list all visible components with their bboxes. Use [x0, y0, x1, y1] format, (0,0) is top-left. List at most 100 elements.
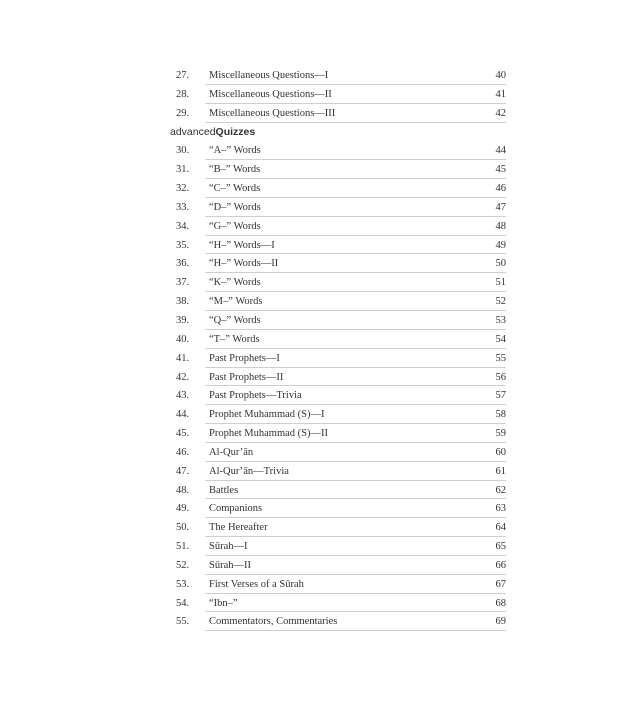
entry-title: First Verses of a Sūrah	[209, 578, 304, 590]
section-entries: 30. “A–” Words 44 31. “B–” Words 45 32. “C–” Wo…	[170, 141, 507, 632]
entry-number: 36.	[176, 258, 190, 270]
entry-page: 51	[495, 277, 507, 289]
entry-page: 53	[495, 314, 507, 326]
entry-title: The Hereafter	[209, 522, 268, 534]
entry-divider	[205, 630, 506, 632]
entry-divider	[205, 404, 506, 406]
section-before: 27. Miscellaneous Questions—I 40 28. Miscell…	[170, 66, 506, 123]
entry-page: 55	[495, 352, 507, 364]
entry-title: “C–” Words	[209, 183, 261, 195]
entry-number: 39.	[176, 314, 190, 326]
entry-title: “A–” Words	[209, 145, 261, 157]
entry-number: 54.	[176, 597, 190, 609]
entry-title: “Q–” Words	[209, 314, 261, 326]
entry-number: 33.	[176, 201, 190, 213]
entry-page: 61	[495, 465, 507, 477]
entry-divider	[205, 215, 506, 217]
entry-title: Companions	[209, 503, 263, 515]
toc-entry: 47. Al-Qur’ān—Trivia 61	[170, 462, 506, 481]
toc-entry: 48. Battles 62	[170, 481, 506, 500]
entry-title: “T–” Words	[209, 333, 260, 345]
entry-divider	[205, 517, 506, 519]
entry-number: 51.	[176, 541, 190, 553]
toc-entry: 31. “B–” Words 45	[170, 160, 507, 180]
table-of-contents: 27. Miscellaneous Questions—I 40 28. Miscell…	[170, 66, 507, 632]
toc-entry: 38. “M–” Words 52	[170, 292, 506, 311]
entry-divider	[205, 423, 506, 425]
entry-page: 65	[495, 541, 507, 553]
toc-entry: 54. “Ibn–” 68	[170, 594, 506, 613]
entry-title: “B–” Words	[209, 164, 261, 176]
toc-entry: 49. Companions 63	[170, 499, 507, 519]
entry-title: “K–” Words	[209, 277, 261, 289]
entry-divider	[205, 196, 506, 198]
entry-divider	[205, 328, 506, 330]
entry-divider	[205, 178, 506, 180]
heading-prefix: advanced	[170, 125, 216, 138]
toc-entry: 41. Past Prophets—I 55	[170, 349, 506, 368]
entry-title: Miscellaneous Questions—III	[209, 107, 336, 119]
entry-page: 49	[495, 239, 507, 251]
entry-page: 59	[495, 428, 507, 440]
toc-entry: 46. Al-Qur’ān 60	[170, 443, 506, 462]
entry-divider	[205, 83, 506, 85]
entry-divider	[205, 366, 506, 368]
toc-entry: 42. Past Prophets—II 56	[170, 368, 506, 387]
entry-page: 45	[495, 164, 507, 176]
entry-title: Miscellaneous Questions—II	[209, 88, 332, 100]
toc-entry: 39. “Q–” Words 53	[170, 311, 506, 330]
toc-entry: 34. “G–” Words 48	[170, 217, 506, 236]
toc-entry: 33. “D–” Words 47	[170, 198, 506, 217]
entry-title: Past Prophets—Trivia	[209, 390, 302, 402]
entry-title: “H–” Words—I	[209, 239, 275, 251]
entry-divider	[205, 441, 506, 443]
entry-number: 52.	[176, 559, 190, 571]
entry-number: 53.	[176, 578, 190, 590]
entry-divider	[205, 592, 506, 594]
entry-title: Battles	[209, 484, 239, 496]
entry-page: 52	[495, 296, 507, 308]
entry-page: 56	[495, 371, 507, 383]
toc-entry: 35. “H–” Words—I 49	[170, 236, 506, 255]
entry-page: 68	[495, 597, 507, 609]
entry-number: 35.	[176, 239, 190, 251]
entry-page: 41	[495, 88, 507, 100]
toc-entry: 43. Past Prophets—Trivia 57	[170, 386, 506, 406]
entry-title: “G–” Words	[209, 220, 261, 232]
toc-entry: 37. “K–” Words 51	[170, 273, 507, 293]
entry-page: 67	[495, 578, 507, 590]
entry-page: 69	[495, 616, 507, 628]
section-heading: advancedQuizzes	[170, 123, 506, 142]
entry-title: “Ibn–”	[209, 597, 238, 609]
entry-number: 44.	[176, 409, 190, 421]
entry-page: 63	[495, 503, 507, 515]
entry-divider	[205, 309, 506, 311]
entry-divider	[205, 479, 506, 481]
toc-entry: 30. “A–” Words 44	[170, 141, 507, 161]
entry-page: 58	[495, 409, 507, 421]
entry-page: 60	[495, 446, 507, 458]
entry-divider	[205, 159, 506, 161]
entry-title: Miscellaneous Questions—I	[209, 70, 329, 81]
toc-entry: 44. Prophet Muhammad (S)—I 58	[170, 405, 507, 425]
entry-page: 62	[495, 484, 507, 496]
entry-page: 47	[495, 201, 507, 213]
entry-title: “M–” Words	[209, 296, 263, 308]
toc-entry: 51. Sūrah—I 65	[170, 537, 506, 556]
entry-page: 54	[495, 333, 507, 345]
entry-divider	[205, 460, 506, 462]
entry-page: 44	[495, 145, 507, 157]
entry-number: 34.	[176, 220, 190, 232]
entry-divider	[205, 554, 506, 556]
entry-title: Past Prophets—II	[209, 371, 284, 383]
entry-page: 50	[495, 258, 507, 270]
toc-entry: 50. The Hereafter 64	[170, 518, 506, 538]
toc-entry: 40. “T–” Words 54	[170, 330, 506, 349]
toc-entry: 52. Sūrah—II 66	[170, 556, 506, 575]
entry-page: 46	[495, 183, 507, 195]
entry-number: 30.	[176, 145, 190, 157]
entry-divider	[205, 611, 506, 613]
entry-title: Commentators, Commentaries	[209, 616, 338, 628]
toc-entry: 45. Prophet Muhammad (S)—II 59	[170, 424, 506, 443]
entry-divider	[205, 121, 506, 123]
